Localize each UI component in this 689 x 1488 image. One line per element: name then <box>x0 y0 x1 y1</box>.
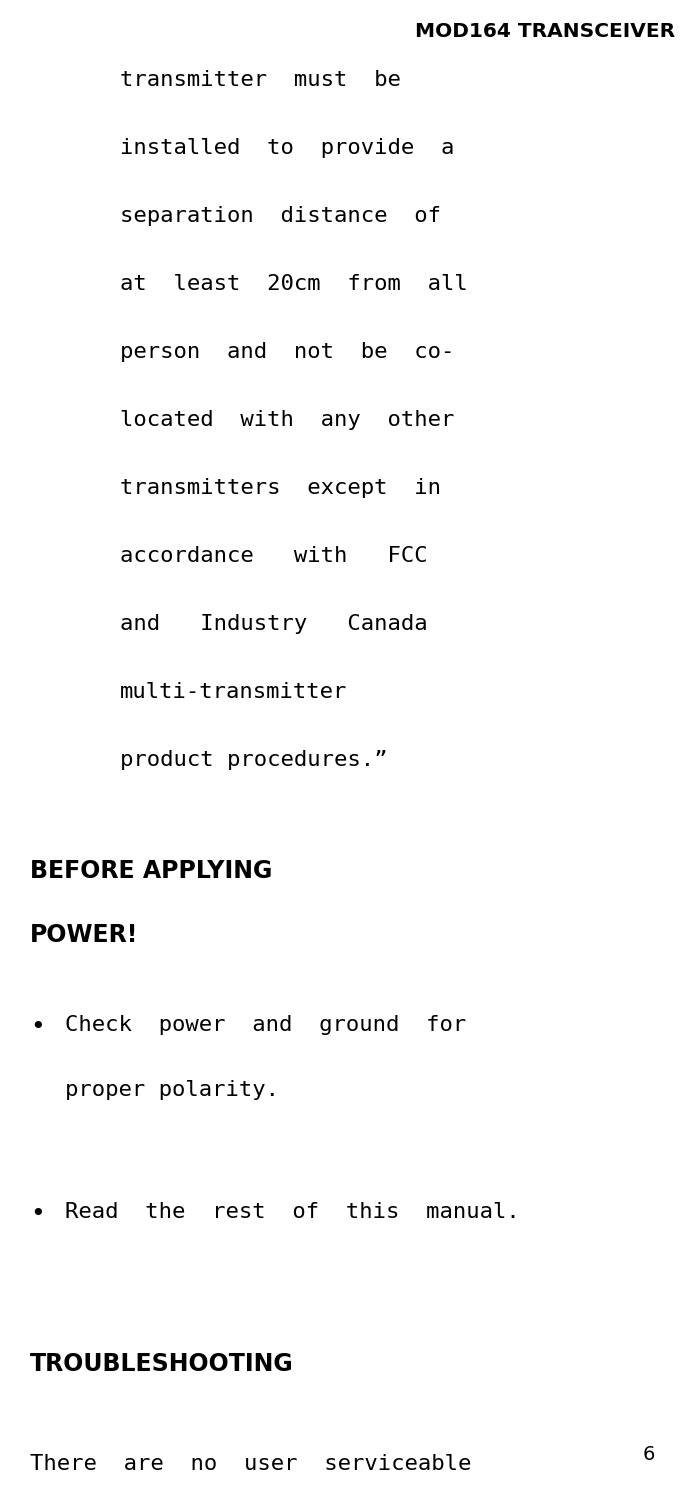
Text: product procedures.”: product procedures.” <box>120 750 387 769</box>
Text: separation  distance  of: separation distance of <box>120 205 441 226</box>
Text: accordance   with   FCC: accordance with FCC <box>120 546 428 565</box>
Text: BEFORE APPLYING: BEFORE APPLYING <box>30 859 272 882</box>
Text: and   Industry   Canada: and Industry Canada <box>120 615 428 634</box>
Text: located  with  any  other: located with any other <box>120 411 454 430</box>
Text: 6: 6 <box>642 1445 655 1464</box>
Text: installed  to  provide  a: installed to provide a <box>120 138 454 158</box>
Text: POWER!: POWER! <box>30 924 138 948</box>
Text: Read  the  rest  of  this  manual.: Read the rest of this manual. <box>65 1202 520 1222</box>
Text: TROUBLESHOOTING: TROUBLESHOOTING <box>30 1351 294 1376</box>
Text: •: • <box>30 1202 45 1226</box>
Text: Check  power  and  ground  for: Check power and ground for <box>65 1015 466 1036</box>
Text: multi-transmitter: multi-transmitter <box>120 682 347 702</box>
Text: at  least  20cm  from  all: at least 20cm from all <box>120 274 468 295</box>
Text: transmitters  except  in: transmitters except in <box>120 478 441 498</box>
Text: •: • <box>30 1015 45 1039</box>
Text: MOD164 TRANSCEIVER: MOD164 TRANSCEIVER <box>415 22 675 42</box>
Text: proper polarity.: proper polarity. <box>65 1080 279 1100</box>
Text: person  and  not  be  co-: person and not be co- <box>120 342 454 362</box>
Text: There  are  no  user  serviceable: There are no user serviceable <box>30 1454 471 1473</box>
Text: transmitter  must  be: transmitter must be <box>120 70 401 89</box>
